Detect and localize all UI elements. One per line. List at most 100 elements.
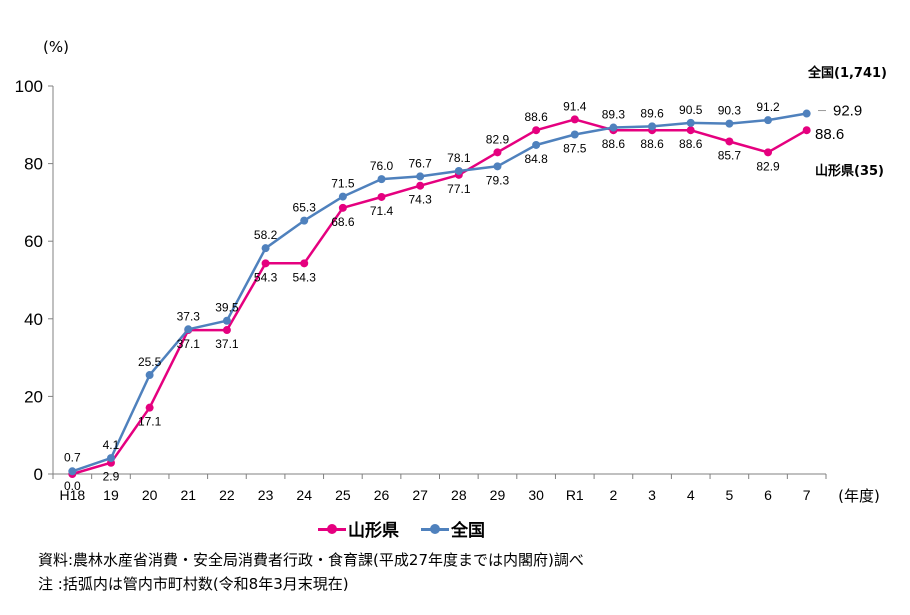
data-label-national: 90.5 (679, 103, 703, 117)
x-tick-label: H18 (59, 487, 85, 503)
data-label-yamagata: 54.3 (254, 270, 278, 284)
source-note: 資料:農林水産省消費・安全局消費者行政・食育課(平成27年度までは内閣府)調べ (38, 551, 584, 569)
data-label-yamagata: 88.6 (679, 137, 703, 151)
data-label-yamagata: 37.1 (215, 337, 239, 351)
data-label-yamagata: 54.3 (293, 270, 317, 284)
data-point-national (222, 316, 231, 325)
data-point-yamagata (493, 148, 502, 157)
data-point-national (686, 118, 695, 127)
legend-item-national: 全国 (421, 516, 485, 541)
x-tick-label: 2 (610, 487, 618, 503)
data-point-national (106, 454, 115, 463)
data-label-yamagata: 88.6 (602, 137, 626, 151)
data-label-national: 65.3 (293, 201, 317, 215)
y-tick-label: 60 (24, 232, 43, 251)
data-point-national (338, 192, 347, 201)
x-tick-label: 25 (335, 487, 351, 503)
data-point-yamagata (686, 126, 695, 135)
y-tick-label: 80 (24, 155, 43, 174)
x-tick-label: 4 (687, 487, 695, 503)
y-tick-label: 0 (34, 465, 43, 484)
data-label-national: 89.6 (640, 106, 664, 120)
data-point-national (377, 175, 386, 184)
data-point-national (145, 371, 154, 380)
data-label-national: 91.2 (756, 100, 780, 114)
x-axis-label: (年度) (838, 487, 880, 505)
data-point-national (68, 467, 77, 476)
data-point-national (300, 216, 309, 225)
data-label-yamagata: 0.0 (64, 479, 81, 493)
legend-marker-national (421, 523, 449, 535)
series-end-label-yamagata: 山形県(35) (815, 163, 884, 179)
data-label-yamagata: 82.9 (486, 132, 510, 146)
data-label-yamagata: 91.4 (563, 99, 587, 113)
x-tick-label: 23 (258, 487, 274, 503)
x-tick-label: 20 (142, 487, 158, 503)
data-point-national (416, 172, 425, 181)
data-label-yamagata: 2.9 (103, 470, 120, 484)
x-tick-label: 30 (528, 487, 544, 503)
data-point-yamagata (377, 192, 386, 201)
x-tick-label: 19 (103, 487, 119, 503)
y-tick-label: 20 (24, 387, 43, 406)
data-label-yamagata: 68.6 (331, 215, 355, 229)
series-end-label-national: 全国(1,741) (807, 65, 887, 81)
data-label-yamagata: 17.1 (138, 415, 162, 429)
data-label-national: 78.1 (447, 151, 471, 165)
y-tick-label: 100 (15, 77, 43, 96)
x-tick-label: 21 (180, 487, 196, 503)
data-point-national (802, 109, 811, 118)
data-label-national: 37.3 (177, 309, 201, 323)
data-label-yamagata: 82.9 (756, 159, 780, 173)
data-label-national: 58.2 (254, 228, 278, 242)
data-point-national (532, 140, 541, 149)
y-tick-label: 40 (24, 310, 43, 329)
data-point-yamagata (338, 203, 347, 212)
data-label-national: 25.5 (138, 355, 162, 369)
data-label-national: 39.5 (215, 301, 239, 315)
x-tick-label: 26 (374, 487, 390, 503)
data-label-national: 79.3 (486, 173, 510, 187)
data-point-yamagata (725, 137, 734, 146)
data-label-national: 89.3 (602, 108, 626, 122)
x-tick-label: R1 (566, 487, 584, 503)
data-label-national: 76.0 (370, 159, 394, 173)
data-point-yamagata (802, 126, 811, 135)
data-label-yamagata: 74.3 (408, 193, 432, 207)
data-point-national (184, 325, 193, 334)
x-tick-label: 24 (296, 487, 312, 503)
data-label-yamagata: 77.1 (447, 182, 471, 196)
data-label-yamagata: 85.7 (718, 148, 742, 162)
data-label-national: 4.1 (103, 438, 120, 452)
x-tick-label: 5 (725, 487, 733, 503)
data-point-national (764, 116, 773, 125)
data-point-yamagata (222, 326, 231, 335)
data-label-yamagata: 71.4 (370, 204, 394, 218)
x-tick-label: 3 (648, 487, 656, 503)
data-point-yamagata (570, 115, 579, 124)
x-tick-label: 28 (451, 487, 467, 503)
footnote: 注 :括弧内は管内市町村数(令和8年3月末現在) (38, 575, 349, 593)
data-label-yamagata: 88.6 (640, 137, 664, 151)
data-point-yamagata (764, 148, 773, 157)
data-point-national (648, 122, 657, 131)
data-label-national: 84.8 (524, 152, 548, 166)
data-point-national (570, 130, 579, 139)
x-tick-label: 7 (803, 487, 811, 503)
data-point-national (609, 123, 618, 132)
x-tick-label: 27 (412, 487, 428, 503)
data-point-yamagata (145, 403, 154, 412)
data-label-national: 90.3 (718, 104, 742, 118)
legend-item-yamagata: 山形県 (318, 516, 399, 541)
legend-marker-yamagata (318, 523, 346, 535)
data-point-national (261, 244, 270, 253)
series-line-yamagata (71, 118, 808, 476)
data-point-yamagata (532, 126, 541, 135)
data-point-yamagata (416, 181, 425, 190)
data-label-yamagata: 88.6 (524, 110, 548, 124)
data-label-national: 71.5 (331, 177, 355, 191)
data-point-national (493, 162, 502, 171)
y-axis-label: (%) (43, 38, 69, 56)
end-value-yamagata: 88.6 (815, 126, 844, 143)
